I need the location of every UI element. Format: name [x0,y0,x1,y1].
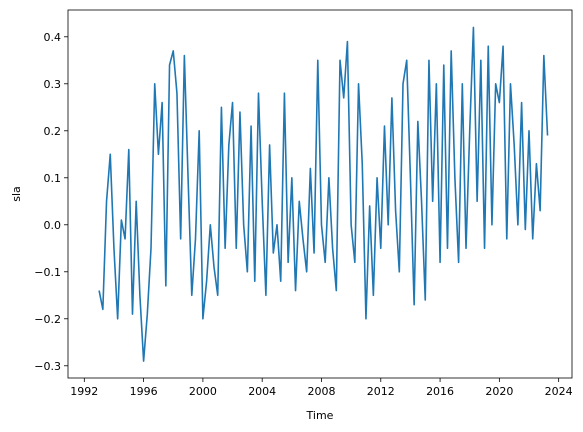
y-tick-label: −0.3 [34,360,61,373]
y-tick-label: 0.0 [44,219,62,232]
x-tick-label: 2008 [307,385,335,398]
plot-frame [67,9,573,379]
x-tick-label: 1992 [70,385,98,398]
x-tick-label: 2024 [545,385,573,398]
y-tick-label: −0.1 [34,266,61,279]
y-tick-label: 0.1 [44,172,62,185]
x-tick-label: 2004 [248,385,276,398]
x-tick-label: 2012 [367,385,395,398]
x-tick-label: 2020 [485,385,513,398]
x-axis-label: Time [306,409,334,422]
y-axis-label: sla [10,186,23,202]
y-tick-label: 0.2 [44,125,62,138]
y-tick-label: −0.2 [34,313,61,326]
line-series [98,26,549,362]
y-tick-label: 0.3 [44,78,62,91]
x-tick-label: 1996 [130,385,158,398]
x-tick-label: 2000 [189,385,217,398]
y-tick-label: 0.4 [44,31,62,44]
x-tick-label: 2016 [426,385,454,398]
